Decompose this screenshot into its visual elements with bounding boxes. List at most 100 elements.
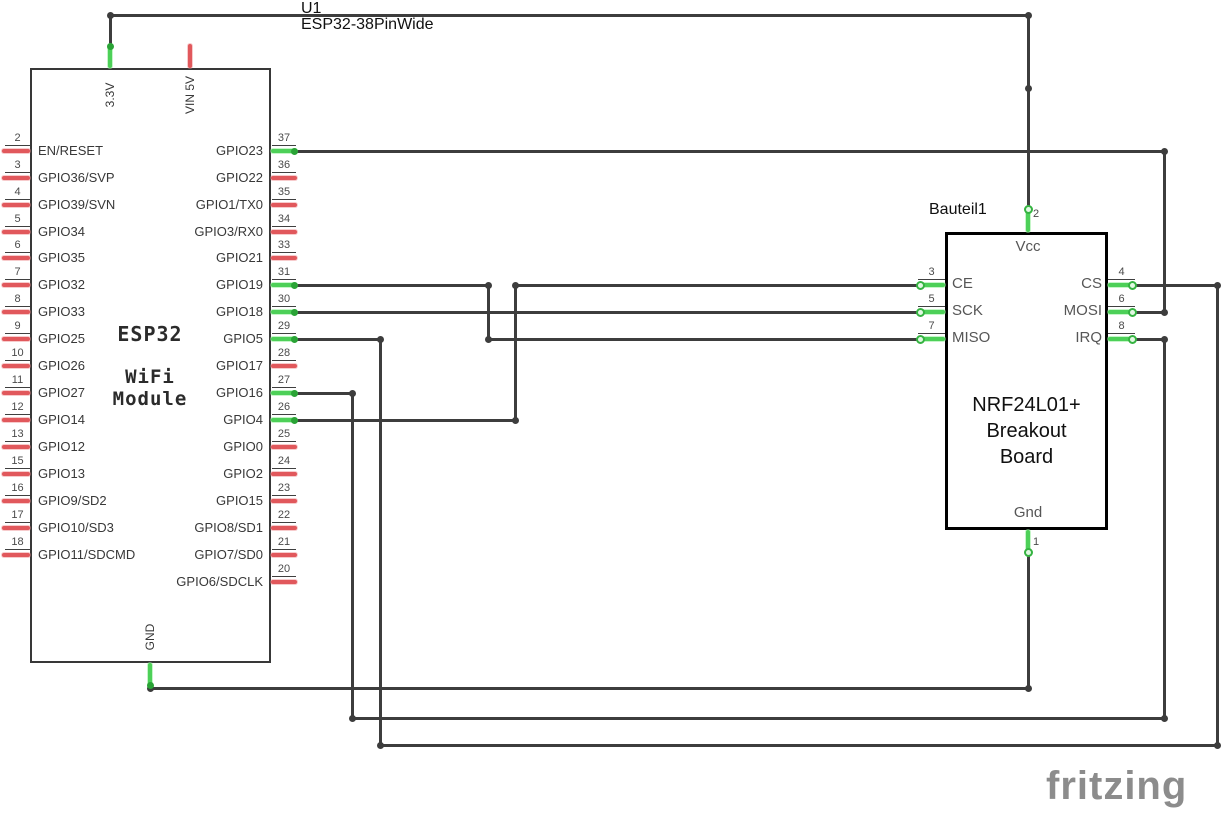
pin-GND[interactable] bbox=[148, 663, 152, 687]
pin-connector-ring[interactable] bbox=[916, 280, 925, 290]
wire-gpio4-to-ce[interactable] bbox=[513, 284, 517, 421]
wire-gpio19-to-miso[interactable] bbox=[295, 283, 489, 287]
wire-gpio5-to-cs[interactable] bbox=[1132, 283, 1218, 287]
wire-gpio5-to-cs[interactable] bbox=[295, 337, 381, 341]
pin-GPIO7/SD0[interactable] bbox=[271, 553, 297, 557]
pin-GPIO3/RX0[interactable] bbox=[271, 230, 297, 234]
bendpoint-dot[interactable] bbox=[106, 11, 114, 19]
wire-gpio16-to-irq[interactable] bbox=[351, 716, 1165, 720]
wire-gpio23-to-mosi[interactable] bbox=[295, 149, 1165, 153]
pin-GPIO16[interactable] bbox=[271, 391, 297, 395]
esp32-reference-label[interactable]: U1 bbox=[301, 0, 322, 17]
pin-GPIO27[interactable] bbox=[2, 391, 30, 395]
pin-GPIO4[interactable] bbox=[271, 418, 297, 422]
pin-GPIO5[interactable] bbox=[271, 337, 297, 341]
bendpoint-dot[interactable] bbox=[1160, 335, 1168, 343]
pin-GPIO0[interactable] bbox=[271, 445, 297, 449]
wire-gpio19-to-miso[interactable] bbox=[487, 337, 921, 341]
pin-GPIO10/SD3[interactable] bbox=[2, 526, 30, 530]
wire-gpio16-to-irq[interactable] bbox=[295, 391, 353, 395]
pin-MOSI[interactable] bbox=[1108, 310, 1135, 314]
bendpoint-dot[interactable] bbox=[1024, 11, 1032, 19]
wire-gnd-to-gnd[interactable] bbox=[1026, 555, 1030, 689]
pin-GPIO34[interactable] bbox=[2, 230, 30, 234]
wire-gnd-to-gnd[interactable] bbox=[149, 686, 1029, 690]
bendpoint-dot[interactable] bbox=[484, 281, 492, 289]
pin-Vcc[interactable] bbox=[1026, 206, 1030, 232]
pin-GPIO17[interactable] bbox=[271, 364, 297, 368]
pin-GPIO15[interactable] bbox=[271, 499, 297, 503]
pin-MISO[interactable] bbox=[918, 337, 945, 341]
bendpoint-dot[interactable] bbox=[484, 335, 492, 343]
pin-VIN 5V[interactable] bbox=[188, 44, 192, 68]
esp32-part-type-label[interactable]: ESP32-38PinWide bbox=[301, 16, 434, 33]
pin-connector-ring[interactable] bbox=[1023, 548, 1033, 557]
wire-gpio5-to-cs[interactable] bbox=[1215, 284, 1219, 746]
bendpoint-dot[interactable] bbox=[376, 335, 384, 343]
wire-gpio5-to-cs[interactable] bbox=[378, 338, 382, 746]
pin-GPIO19[interactable] bbox=[271, 283, 297, 287]
pin-CS[interactable] bbox=[1108, 283, 1135, 287]
pin-GPIO6/SDCLK[interactable] bbox=[271, 580, 297, 584]
pin-GPIO26[interactable] bbox=[2, 364, 30, 368]
nrf24-reference-label[interactable]: Bauteil1 bbox=[929, 201, 987, 218]
bendpoint-dot[interactable] bbox=[1024, 684, 1032, 692]
wire-3v3-to-vcc[interactable] bbox=[108, 14, 112, 47]
pin-GPIO14[interactable] bbox=[2, 418, 30, 422]
wire-gpio4-to-ce[interactable] bbox=[295, 418, 516, 422]
pin-connector-ring[interactable] bbox=[1023, 205, 1033, 214]
wire-gpio18-to-sck[interactable] bbox=[295, 310, 921, 314]
pin-connector-ring[interactable] bbox=[1128, 280, 1137, 290]
pin-GPIO23[interactable] bbox=[271, 149, 297, 153]
pin-GPIO36/SVP[interactable] bbox=[2, 176, 30, 180]
pin-GPIO11/SDCMD[interactable] bbox=[2, 553, 30, 557]
pin-CE[interactable] bbox=[918, 283, 945, 287]
pin-GPIO39/SVN[interactable] bbox=[2, 203, 30, 207]
bendpoint-dot[interactable] bbox=[376, 741, 384, 749]
pin-GPIO35[interactable] bbox=[2, 256, 30, 260]
bendpoint-dot[interactable] bbox=[348, 714, 356, 722]
bendpoint-dot[interactable] bbox=[1160, 714, 1168, 722]
wire-gpio23-to-mosi[interactable] bbox=[1132, 310, 1165, 314]
pin-GPIO25[interactable] bbox=[2, 337, 30, 341]
pin-GPIO8/SD1[interactable] bbox=[271, 526, 297, 530]
wire-3v3-to-vcc[interactable] bbox=[109, 13, 1029, 17]
pin-GPIO1/TX0[interactable] bbox=[271, 203, 297, 207]
pin-GPIO13[interactable] bbox=[2, 472, 30, 476]
pin-GPIO21[interactable] bbox=[271, 256, 297, 260]
pin-GPIO33[interactable] bbox=[2, 310, 30, 314]
pin-connector-ring[interactable] bbox=[1128, 334, 1137, 344]
wire-gpio4-to-ce[interactable] bbox=[514, 283, 921, 287]
pin-GPIO12[interactable] bbox=[2, 445, 30, 449]
pin-GPIO9/SD2[interactable] bbox=[2, 499, 30, 503]
pin-connector-ring[interactable] bbox=[916, 307, 925, 317]
pin-label: GPIO35 bbox=[38, 250, 85, 265]
pin-3.3V[interactable] bbox=[108, 44, 112, 68]
bendpoint-dot[interactable] bbox=[1213, 741, 1221, 749]
bendpoint-dot[interactable] bbox=[1160, 308, 1168, 316]
pin-Gnd[interactable] bbox=[1026, 530, 1030, 556]
esp32-module[interactable] bbox=[30, 68, 271, 663]
pin-connector-ring[interactable] bbox=[1128, 307, 1137, 317]
pin-GPIO18[interactable] bbox=[271, 310, 297, 314]
bendpoint-dot[interactable] bbox=[1213, 281, 1221, 289]
wire-gpio23-to-mosi[interactable] bbox=[1162, 150, 1166, 313]
pin-GPIO32[interactable] bbox=[2, 283, 30, 287]
bendpoint-dot[interactable] bbox=[1024, 84, 1032, 92]
wire-gpio5-to-cs[interactable] bbox=[379, 743, 1218, 747]
nrf24-module[interactable] bbox=[945, 232, 1108, 530]
wire-3v3-to-vcc[interactable] bbox=[1026, 14, 1030, 208]
wire-gpio16-to-irq[interactable] bbox=[1162, 338, 1166, 719]
pin-GPIO22[interactable] bbox=[271, 176, 297, 180]
bendpoint-dot[interactable] bbox=[348, 389, 356, 397]
bendpoint-dot[interactable] bbox=[511, 281, 519, 289]
bendpoint-dot[interactable] bbox=[1160, 147, 1168, 155]
bendpoint-dot[interactable] bbox=[511, 416, 519, 424]
wire-gpio16-to-irq[interactable] bbox=[1132, 337, 1165, 341]
pin-IRQ[interactable] bbox=[1108, 337, 1135, 341]
pin-GPIO2[interactable] bbox=[271, 472, 297, 476]
pin-EN/RESET[interactable] bbox=[2, 149, 30, 153]
wire-gpio16-to-irq[interactable] bbox=[350, 392, 354, 719]
pin-connector-ring[interactable] bbox=[916, 334, 925, 344]
pin-SCK[interactable] bbox=[918, 310, 945, 314]
